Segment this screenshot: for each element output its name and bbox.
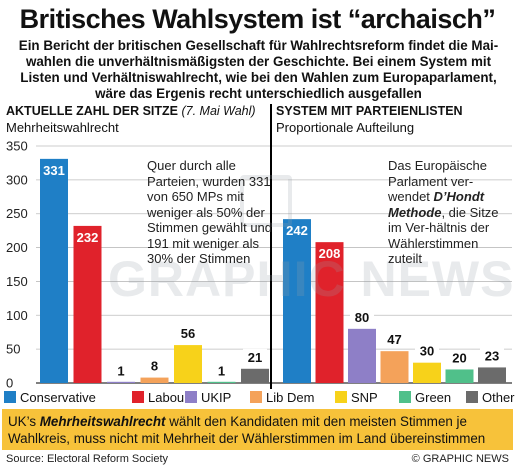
bar-value-label: 232: [77, 230, 99, 245]
left-section-subheading: Mehrheitswahlrecht: [6, 120, 119, 135]
bar-value-label: 242: [286, 223, 308, 238]
legend-swatch: [185, 391, 197, 403]
legend-item: Lib Dem: [250, 389, 314, 405]
bar-value-bg: [213, 362, 230, 380]
bar: [380, 351, 409, 383]
right-note-before: Das Europäische Parlament ver-wendet: [388, 158, 487, 204]
legend-swatch: [250, 391, 262, 403]
bar-value-bg: [350, 308, 374, 326]
credit-note: © GRAPHIC NEWS: [411, 453, 509, 465]
left-heading-text: AKTUELLE ZAHL DER SITZE: [6, 104, 178, 118]
footer-after: wählt den Kandidaten mit den meisten Sti…: [8, 414, 486, 446]
y-tick-label: 300: [6, 172, 28, 187]
legend-label: Lib Dem: [266, 389, 315, 405]
bar-value-label: 80: [355, 310, 369, 325]
bar: [315, 242, 344, 383]
bar-value-label: 208: [319, 246, 341, 261]
watermark-logo: [240, 175, 292, 227]
y-tick-label: 100: [6, 308, 28, 323]
legend-label: Green: [415, 389, 452, 405]
legend-label: UKIP: [201, 389, 232, 405]
bar-value-bg: [447, 349, 472, 367]
bar-value-bg: [113, 362, 129, 380]
legend: Conservative Labour UKIP Lib Dem SNP Green Oth…: [4, 389, 515, 405]
bar-value-label: 1: [218, 363, 225, 378]
legend-item: Labour: [132, 389, 188, 405]
bar-value-bg: [146, 357, 163, 375]
bar-value-bg: [176, 325, 200, 343]
legend-swatch: [399, 391, 411, 403]
footer-box: [2, 409, 513, 450]
bar-value-bg: [382, 331, 407, 349]
right-note: Das Europäische Parlament ver-wendet D’H…: [388, 158, 512, 267]
intro-text: Ein Bericht der britischen Gesellschaft …: [18, 38, 499, 101]
y-tick-label: 250: [6, 206, 28, 221]
right-section-subheading: Proportionale Aufteilung: [276, 120, 415, 135]
right-note-emph: D’Hondt Methode: [388, 189, 485, 220]
bar-value-bg: [243, 348, 267, 366]
bar-value-bg: [480, 347, 504, 365]
bar-value-label: 30: [420, 344, 434, 359]
y-tick-label: 50: [6, 342, 20, 357]
bar: [107, 381, 135, 383]
right-section-heading: SYSTEM MIT PARTEIENLISTEN: [276, 104, 463, 119]
bar: [348, 328, 376, 383]
bar-value-label: 8: [151, 359, 158, 374]
page-title: Britisches Wahlsystem ist “archaisch”: [19, 4, 496, 34]
y-tick-label: 0: [6, 376, 13, 391]
legend-item: SNP: [335, 389, 378, 405]
left-section-heading: AKTUELLE ZAHL DER SITZE (7. Mai Wahl): [6, 104, 256, 119]
y-tick-label: 150: [6, 274, 28, 289]
legend-item: Other: [466, 389, 515, 405]
bar-value-label: 21: [248, 350, 262, 365]
bar: [207, 381, 236, 383]
legend-label: Other: [482, 389, 515, 405]
bar: [241, 368, 269, 383]
bar-value-label: 331: [43, 163, 65, 178]
y-tick-label: 350: [6, 139, 28, 154]
section-divider: [270, 104, 272, 389]
bar: [413, 362, 441, 383]
bar-value-bg: [415, 342, 439, 360]
bar: [478, 367, 506, 383]
bar-value-label: 56: [181, 326, 195, 341]
left-note: Quer durch alle Parteien, wurden 331 von…: [147, 158, 273, 266]
legend-swatch: [132, 391, 144, 403]
bar-value-label: 20: [452, 350, 466, 365]
footer-before: UK’s: [8, 414, 40, 429]
bar: [140, 377, 169, 383]
legend-label: Conservative: [20, 389, 96, 405]
bar-value-label: 1: [117, 363, 124, 378]
bar: [73, 225, 102, 383]
bar-value-label: 47: [387, 332, 401, 347]
legend-swatch: [466, 391, 478, 403]
legend-item: Green: [399, 389, 451, 405]
bar: [40, 158, 68, 383]
legend-label: SNP: [351, 389, 378, 405]
bar: [445, 369, 474, 383]
source-note: Source: Electoral Reform Society: [6, 453, 169, 465]
legend-item: Conservative: [4, 389, 96, 405]
legend-swatch: [335, 391, 347, 403]
bar: [283, 219, 311, 383]
right-note-after: , die Sitze im Ver-hältnis der Wählersti…: [388, 204, 499, 267]
bar: [174, 345, 202, 383]
left-heading-note: (7. Mai Wahl): [181, 104, 256, 118]
legend-swatch: [4, 391, 16, 403]
bar-value-label: 23: [485, 348, 499, 363]
right-heading-text: SYSTEM MIT PARTEIENLISTEN: [276, 104, 463, 118]
footer-text: UK’s Mehrheitswahlrecht wählt den Kandid…: [8, 413, 511, 447]
footer-emph: Mehrheitswahlrecht: [39, 414, 166, 429]
y-tick-label: 200: [6, 240, 28, 255]
legend-item: UKIP: [185, 389, 231, 405]
legend-label: Labour: [148, 389, 189, 405]
